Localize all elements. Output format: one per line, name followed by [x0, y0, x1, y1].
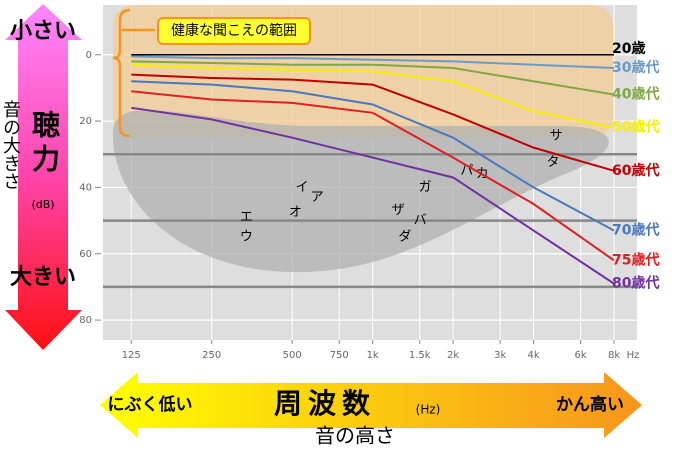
x-tick-label: 1k [367, 350, 379, 361]
legend-label: 75歳代 [612, 251, 659, 268]
x-tick-label: 2k [447, 350, 459, 361]
x-label-right: かん高い [556, 394, 624, 415]
legend-label: 80歳代 [612, 275, 659, 292]
x-sub-label: 音の高さ [315, 424, 395, 448]
speech-sound: ダ [398, 230, 411, 245]
series-line [131, 55, 615, 70]
y-tick-label: 40 [79, 182, 92, 193]
speech-sound: バ [414, 213, 427, 228]
x-tick-label: 750 [330, 350, 349, 361]
speech-sound: ガ [418, 180, 431, 195]
x-unit-tick: Hz [627, 350, 640, 361]
legend-label: 60歳代 [612, 162, 659, 179]
y-unit: (dB) [31, 198, 54, 211]
speech-sound: ア [311, 190, 324, 205]
x-tick-label: 125 [122, 350, 141, 361]
series-line [131, 73, 615, 172]
x-arrow [100, 372, 642, 438]
annotation-box [157, 17, 311, 45]
y-arrow [5, 4, 82, 350]
x-label-middle: 周波数 [274, 387, 376, 420]
y-label-top: 小さい [10, 19, 76, 44]
x-tick-label: 1.5k [409, 350, 431, 361]
x-tick-label: 3k [494, 350, 506, 361]
x-tick-label: 500 [283, 350, 302, 361]
x-tick-label: 250 [202, 350, 221, 361]
x-label-left: にぶく低い [108, 394, 193, 415]
series-line [131, 106, 615, 285]
reference-lines [103, 153, 637, 289]
speech-sound: エ [240, 210, 253, 225]
y-tick-label: 0 [86, 50, 92, 61]
x-tick-label: 6k [575, 350, 587, 361]
speech-sound: オ [289, 205, 302, 220]
x-tick-label: 8k [608, 350, 620, 361]
speech-area [112, 110, 609, 273]
brace [112, 8, 131, 138]
speech-sound: イ [295, 180, 308, 195]
legend-label: 70歳代 [612, 222, 659, 239]
y-side-label: 音の大きさ [0, 100, 21, 190]
speech-sound: ウ [240, 230, 253, 245]
y-tick-label: 20 [79, 116, 92, 127]
x-unit: (Hz) [416, 403, 441, 417]
legend-label: 20歳 [612, 40, 645, 57]
speech-sound: ザ [392, 203, 405, 218]
series-line [131, 60, 615, 96]
legend-label: 50歳代 [612, 119, 659, 136]
y-tick-label: 60 [79, 249, 92, 260]
x-tick-label: 4k [527, 350, 539, 361]
series-line [131, 63, 615, 129]
speech-sound: サ [550, 129, 563, 144]
series-line [131, 80, 615, 232]
y-tick-label: 80 [79, 315, 92, 326]
legend-label: 30歳代 [612, 59, 659, 76]
series-line [131, 90, 615, 262]
speech-sound: タ [547, 155, 560, 170]
annotation: 健康な聞こえの範囲 [171, 22, 297, 39]
y-label-middle: 聴力 [28, 110, 61, 178]
legend-label: 40歳代 [612, 86, 659, 103]
y-label-bottom: 大きい [10, 265, 76, 290]
